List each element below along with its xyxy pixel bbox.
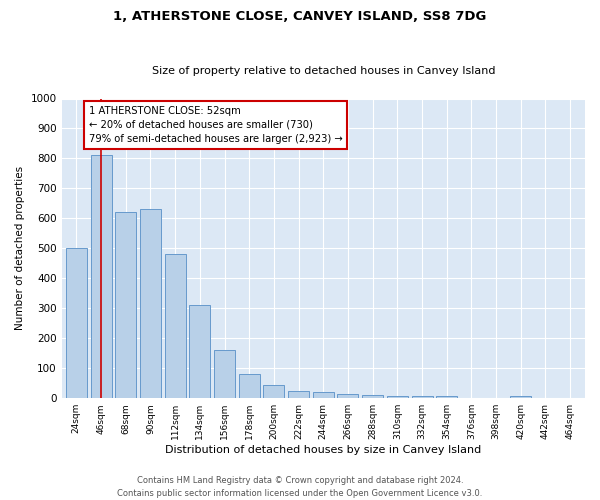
Bar: [362, 394, 383, 398]
Bar: [313, 392, 334, 398]
Bar: [66, 248, 87, 398]
Title: Size of property relative to detached houses in Canvey Island: Size of property relative to detached ho…: [152, 66, 495, 76]
Bar: [511, 396, 531, 398]
Bar: [412, 396, 433, 398]
Bar: [337, 394, 358, 398]
Bar: [214, 350, 235, 398]
Bar: [436, 396, 457, 398]
Bar: [115, 212, 136, 398]
Bar: [164, 254, 185, 398]
Bar: [263, 384, 284, 398]
Bar: [288, 390, 309, 398]
Text: 1, ATHERSTONE CLOSE, CANVEY ISLAND, SS8 7DG: 1, ATHERSTONE CLOSE, CANVEY ISLAND, SS8 …: [113, 10, 487, 23]
Bar: [140, 210, 161, 398]
Bar: [190, 306, 211, 398]
X-axis label: Distribution of detached houses by size in Canvey Island: Distribution of detached houses by size …: [165, 445, 481, 455]
Bar: [91, 156, 112, 398]
Y-axis label: Number of detached properties: Number of detached properties: [15, 166, 25, 330]
Bar: [387, 396, 408, 398]
Text: Contains HM Land Registry data © Crown copyright and database right 2024.
Contai: Contains HM Land Registry data © Crown c…: [118, 476, 482, 498]
Text: 1 ATHERSTONE CLOSE: 52sqm
← 20% of detached houses are smaller (730)
79% of semi: 1 ATHERSTONE CLOSE: 52sqm ← 20% of detac…: [89, 106, 343, 144]
Bar: [239, 374, 260, 398]
